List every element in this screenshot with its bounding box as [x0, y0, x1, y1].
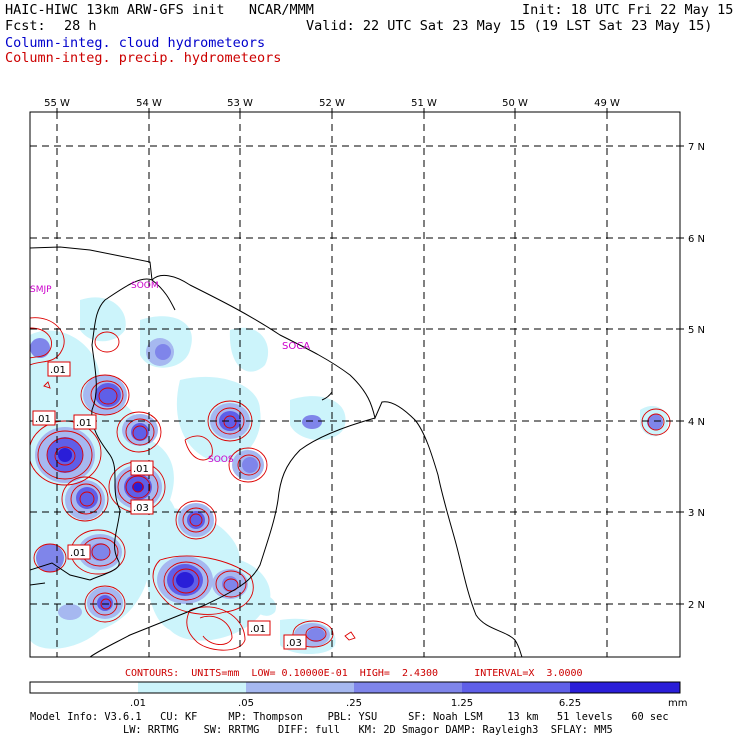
init-time: Init: 18 UTC Fri 22 May 15 [522, 2, 734, 18]
lon-label-54w: 54 W [136, 98, 162, 109]
lat-label-7n: 7 N [688, 142, 705, 153]
colorbar-tick: 6.25 [559, 698, 581, 709]
lat-label-6n: 6 N [688, 234, 705, 245]
lat-label-2n: 2 N [688, 600, 705, 611]
model-title: HAIC-HIWC 13km ARW-GFS init NCAR/MMM [5, 2, 314, 18]
contour-labels: .01 .01 .01 .01 .03 .01 .01 .03 [32, 361, 307, 650]
contour-label: .03 [133, 503, 149, 514]
lon-label-50w: 50 W [502, 98, 528, 109]
contour-label: .01 [133, 464, 149, 475]
colorbar-tick: 1.25 [451, 698, 473, 709]
valid-time: Valid: 22 UTC Sat 23 May 15 (19 LST Sat … [306, 18, 713, 34]
lon-label-51w: 51 W [411, 98, 437, 109]
colorbar: .01 .05 .25 1.25 6.25 mm [29, 681, 687, 709]
forecast-hours: 28 h [64, 18, 97, 34]
tick-marks [56, 108, 684, 605]
model-info-line2: LW: RRTMG SW: RRTMG DIFF: full KM: 2D Sm… [30, 724, 613, 736]
map-frame [29, 111, 681, 658]
lon-label-49w: 49 W [594, 98, 620, 109]
contour-label: .01 [70, 548, 86, 559]
coastline [30, 246, 523, 657]
lon-label-55w: 55 W [44, 98, 70, 109]
cloud-shading [30, 297, 669, 654]
lat-label-3n: 3 N [688, 508, 705, 519]
cloud-hydrometeors-label: Column-integ. cloud hydrometeors [5, 35, 266, 51]
lat-label-4n: 4 N [688, 417, 705, 428]
station-soom: SOOM [131, 281, 159, 291]
contour-label: .03 [286, 638, 302, 649]
lon-label-53w: 53 W [227, 98, 253, 109]
station-soca: SOCA [282, 341, 310, 352]
lon-label-52w: 52 W [319, 98, 345, 109]
contour-label: .01 [35, 414, 51, 425]
colorbar-tick: .25 [346, 698, 362, 709]
station-smjp: SMJP [30, 285, 52, 295]
precip-hydrometeors-label: Column-integ. precip. hydrometeors [5, 50, 282, 66]
station-soos: SOOS [208, 455, 234, 465]
forecast-label: Fcst: [5, 18, 46, 34]
colorbar-unit: mm [668, 698, 687, 709]
lat-label-5n: 5 N [688, 325, 705, 336]
colorbar-tick: .01 [130, 698, 146, 709]
model-info-line1: Model Info: V3.6.1 CU: KF MP: Thompson P… [30, 711, 669, 723]
colorbar-tick: .05 [238, 698, 254, 709]
contour-info: CONTOURS: UNITS=mm LOW= 0.10000E-01 HIGH… [125, 668, 583, 679]
contour-label: .01 [250, 624, 266, 635]
contour-label: .01 [76, 418, 92, 429]
contour-label: .01 [50, 365, 66, 376]
